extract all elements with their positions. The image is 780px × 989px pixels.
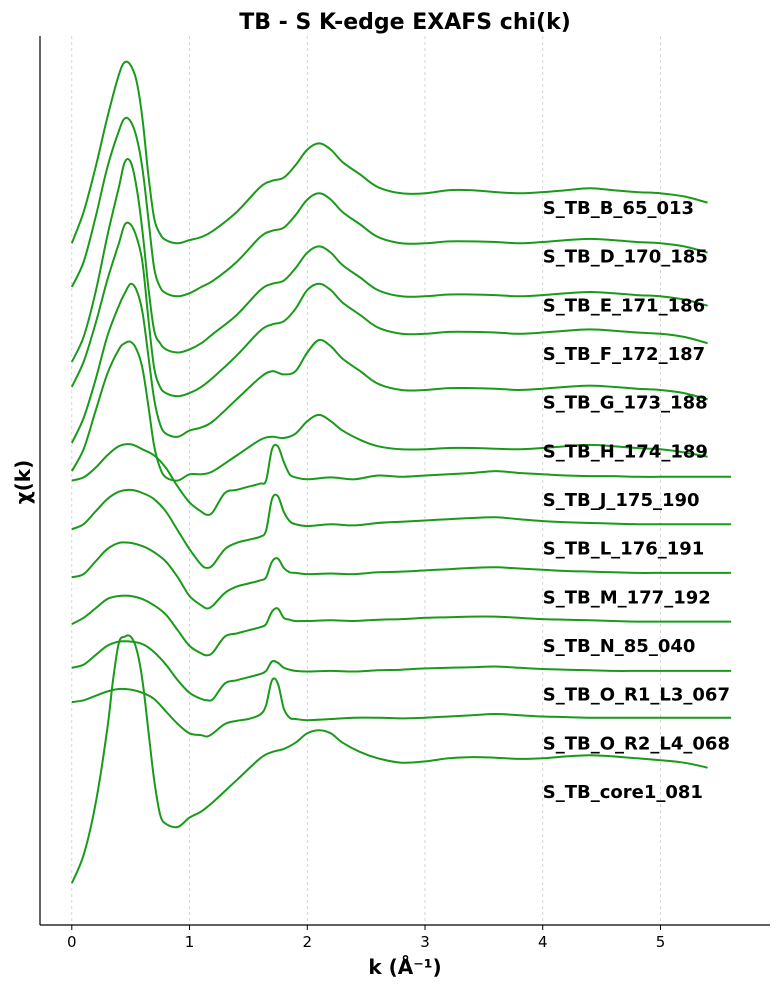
chart-title: TB - S K-edge EXAFS chi(k) (239, 10, 571, 35)
x-tick-label: 3 (420, 933, 430, 951)
series-label-S_TB_N_85_040: S_TB_N_85_040 (543, 636, 696, 657)
series-line-S_TB_H_174_189 (70, 340, 708, 482)
series-line-S_TB_B_65_013 (70, 60, 708, 245)
x-axis-label: k (Å⁻¹) (368, 955, 441, 979)
x-tick-label: 4 (538, 933, 548, 951)
series-labels: S_TB_B_65_013 S_TB_D_170_185 S_TB_E_171_18… (543, 198, 730, 803)
series-line-S_TB_N_85_040 (71, 594, 732, 657)
series-label-S_TB_H_174_189: S_TB_H_174_189 (543, 441, 708, 462)
series-line-S_TB_M_177_192 (71, 541, 732, 610)
curves (70, 60, 732, 884)
series-label-S_TB_D_170_185: S_TB_D_170_185 (543, 247, 708, 268)
series-line-S_TB_O_R2_L4_068 (71, 677, 732, 738)
series-label-S_TB_F_172_187: S_TB_F_172_187 (543, 344, 705, 365)
x-tick-label: 1 (185, 933, 195, 951)
series-label-S_TB_J_175_190: S_TB_J_175_190 (543, 490, 700, 511)
x-axis-ticks: 0 1 2 3 4 5 (67, 925, 665, 951)
series-line-S_TB_L_176_191 (71, 488, 732, 569)
series-line-S_TB_core1_081 (70, 634, 708, 884)
x-tick-label: 5 (656, 933, 666, 951)
series-label-S_TB_O_R1_L3_067: S_TB_O_R1_L3_067 (543, 685, 730, 706)
series-label-S_TB_core1_081: S_TB_core1_081 (543, 782, 703, 803)
y-axis-label: χ(k) (11, 460, 35, 504)
series-label-S_TB_E_171_186: S_TB_E_171_186 (543, 295, 705, 316)
x-tick-label: 2 (303, 933, 313, 951)
series-label-S_TB_B_65_013: S_TB_B_65_013 (543, 198, 694, 219)
series-label-S_TB_G_173_188: S_TB_G_173_188 (543, 393, 708, 414)
series-line-S_TB_D_170_185 (70, 116, 708, 298)
series-line-S_TB_G_173_188 (70, 282, 708, 444)
grid-lines (71, 36, 661, 925)
series-line-S_TB_J_175_190 (71, 443, 732, 516)
series-label-S_TB_L_176_191: S_TB_L_176_191 (543, 539, 705, 560)
series-label-S_TB_M_177_192: S_TB_M_177_192 (543, 587, 711, 608)
series-line-S_TB_F_172_187 (70, 221, 708, 398)
series-line-S_TB_E_171_186 (70, 157, 708, 363)
series-line-S_TB_O_R1_L3_067 (71, 640, 732, 702)
series-label-S_TB_O_R2_L4_068: S_TB_O_R2_L4_068 (543, 733, 730, 754)
x-tick-label: 0 (67, 933, 77, 951)
